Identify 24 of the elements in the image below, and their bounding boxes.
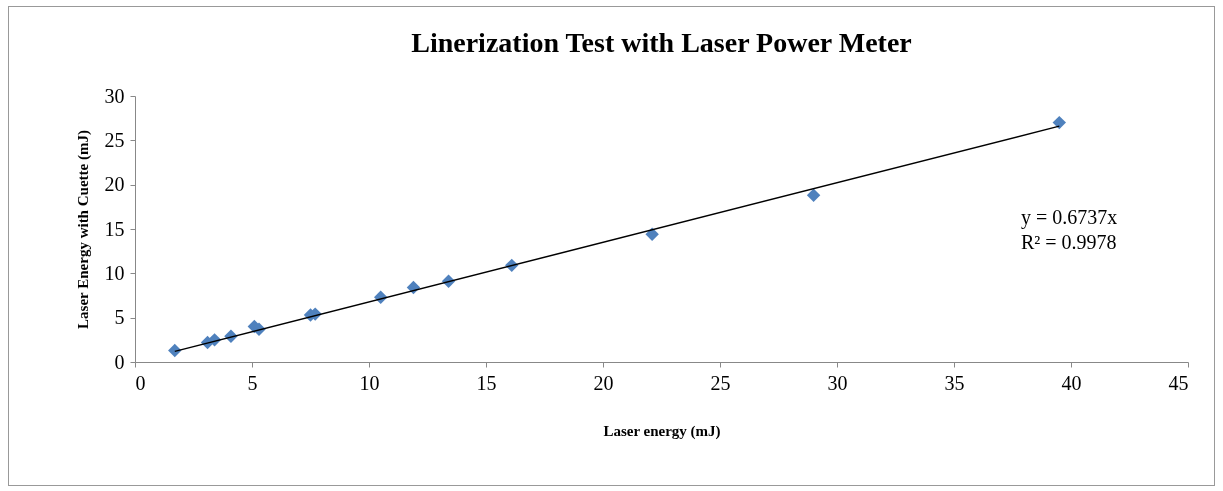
x-tick-label: 0 [135, 371, 146, 394]
y-tick-label: 15 [104, 217, 125, 240]
x-tick-label: 25 [710, 371, 731, 394]
y-tick-label: 30 [104, 84, 125, 107]
y-tick-label: 10 [104, 261, 125, 284]
y-axis-title: Laser Energy with Cuette (mJ) [74, 130, 92, 329]
x-axis-title: Laser energy (mJ) [603, 422, 721, 440]
x-tick-label: 40 [1061, 371, 1082, 394]
y-tick-label: 5 [114, 306, 125, 329]
x-tick-label: 30 [827, 371, 848, 394]
chart-title: Linerization Test with Laser Power Meter [411, 27, 912, 58]
annotation: y = 0.6737x [1021, 206, 1118, 229]
x-tick-label: 5 [247, 371, 258, 394]
x-tick-label: 45 [1168, 371, 1189, 394]
y-tick-label: 25 [104, 128, 125, 151]
x-tick-label: 15 [476, 371, 497, 394]
x-tick-label: 35 [944, 371, 965, 394]
y-tick-label: 0 [114, 350, 125, 373]
point [1052, 115, 1067, 130]
point [806, 188, 821, 203]
y-tick-label: 20 [104, 173, 125, 196]
x-tick-label: 20 [593, 371, 614, 394]
annotation: R² = 0.9978 [1021, 231, 1117, 253]
x-tick-label: 10 [359, 371, 380, 394]
